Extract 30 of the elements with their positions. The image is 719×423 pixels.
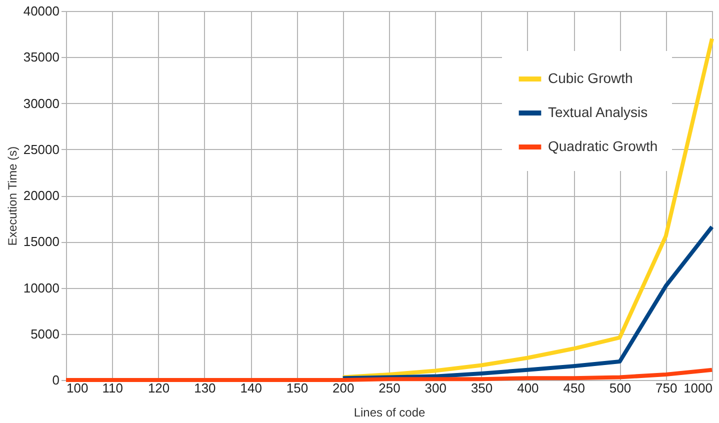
x-tick-label: 130 xyxy=(194,380,216,396)
x-tick-label: 100 xyxy=(66,380,88,396)
x-tick-label: 350 xyxy=(470,380,493,396)
y-tick-label: 25000 xyxy=(23,142,60,157)
x-tick-label: 250 xyxy=(378,380,400,396)
x-tick-label: 200 xyxy=(332,380,354,396)
y-axis-title: Execution Time (s) xyxy=(5,146,20,246)
x-tick-label: 110 xyxy=(102,380,124,396)
x-tick-label: 120 xyxy=(148,380,170,396)
y-tick-label: 40000 xyxy=(23,4,60,18)
line-series xyxy=(64,368,714,382)
x-axis-title: Lines of code xyxy=(354,406,426,420)
x-tick-label: 300 xyxy=(424,380,446,396)
legend-label: Quadratic Growth xyxy=(548,138,658,154)
y-tick-label: 35000 xyxy=(23,50,60,65)
legend-label: Cubic Growth xyxy=(548,70,633,86)
x-tick-label: 150 xyxy=(286,380,308,396)
y-tick-label: 15000 xyxy=(23,234,60,250)
y-tick-label: 10000 xyxy=(23,280,60,296)
x-tick-label: 450 xyxy=(563,380,585,396)
x-tick-label: 400 xyxy=(517,380,539,396)
y-tick-label: 30000 xyxy=(23,96,60,111)
y-tick-label: 5000 xyxy=(30,326,60,342)
y-tick-label: 0 xyxy=(52,372,60,388)
x-tick-label: 1000 xyxy=(684,380,712,396)
x-tick-label: 500 xyxy=(609,380,632,396)
x-tick-label: 140 xyxy=(240,380,262,396)
legend-label: Textual Analysis xyxy=(548,104,648,120)
y-tick-label: 20000 xyxy=(23,188,60,203)
x-tick-label: 750 xyxy=(656,380,678,396)
